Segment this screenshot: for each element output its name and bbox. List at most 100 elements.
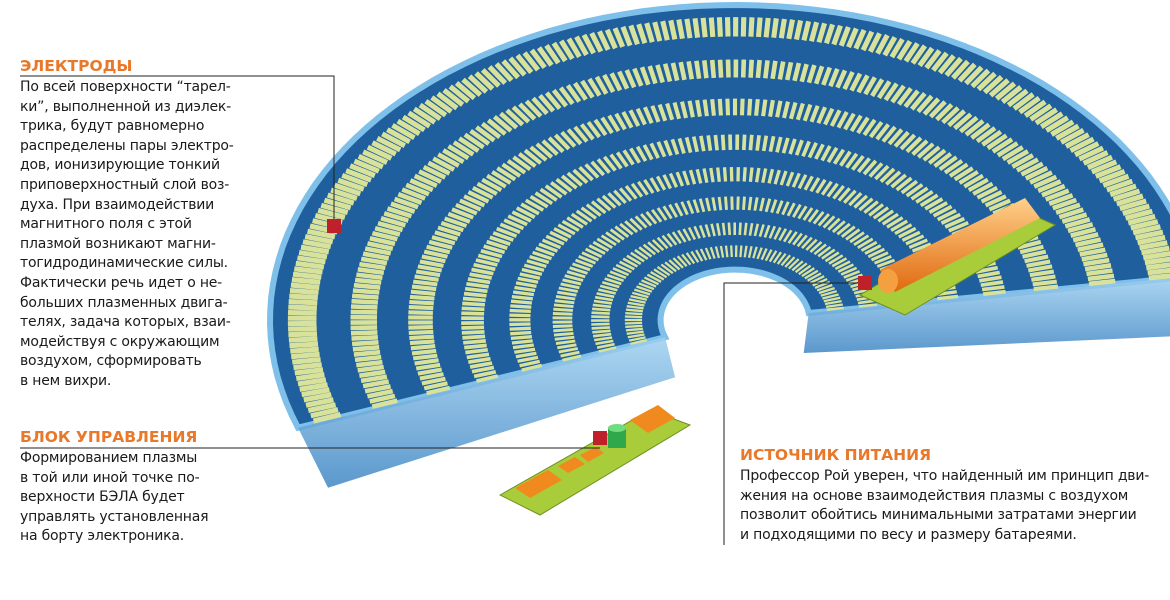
electrode xyxy=(614,225,630,238)
electrode xyxy=(592,303,612,309)
electrode xyxy=(544,91,562,110)
electrode xyxy=(629,217,643,231)
electrode xyxy=(816,283,833,292)
electrode xyxy=(600,116,614,135)
electrode xyxy=(826,182,839,198)
electrode xyxy=(626,254,642,266)
electrode xyxy=(894,223,913,236)
electrode xyxy=(572,168,589,184)
electrode xyxy=(1041,183,1066,198)
electrode xyxy=(868,203,885,217)
electrode xyxy=(879,167,896,183)
electrode xyxy=(418,102,442,121)
electrode xyxy=(1055,123,1080,141)
electrode xyxy=(617,70,630,90)
electrode xyxy=(1072,232,1099,243)
electrodes-heading: ЭЛЕКТРОДЫ xyxy=(20,57,133,75)
electrode xyxy=(752,246,758,259)
electrode xyxy=(747,245,753,258)
electrode xyxy=(480,249,503,259)
electrode xyxy=(753,223,760,237)
electrode xyxy=(360,374,388,384)
electrode xyxy=(953,166,974,182)
electrode xyxy=(876,258,896,268)
electrode xyxy=(359,369,386,378)
electrode xyxy=(647,241,661,254)
electrode xyxy=(1055,202,1081,215)
electrode xyxy=(1073,141,1100,158)
electrode xyxy=(877,209,895,223)
electrode xyxy=(935,103,954,122)
electrode xyxy=(538,242,558,253)
electrode xyxy=(1027,264,1053,273)
electrode xyxy=(787,231,798,244)
electrode xyxy=(857,237,874,249)
electrode xyxy=(873,255,892,265)
electrode xyxy=(574,35,589,57)
electrode xyxy=(799,63,809,83)
electrode xyxy=(463,291,487,298)
electrode xyxy=(1075,237,1102,248)
electrode xyxy=(591,322,610,326)
electrode xyxy=(748,59,754,78)
electrode xyxy=(695,249,704,262)
electrode xyxy=(970,122,991,140)
electrode xyxy=(519,359,541,368)
electrode xyxy=(371,230,398,242)
electrode xyxy=(657,103,668,122)
electrode xyxy=(665,102,675,121)
electrode xyxy=(928,201,948,215)
electrode xyxy=(778,228,788,242)
electrode xyxy=(632,67,644,87)
electrode xyxy=(889,37,905,59)
electrode xyxy=(671,231,682,245)
electrode xyxy=(430,95,453,114)
electrode xyxy=(813,65,825,85)
electrode xyxy=(619,222,634,236)
electrode xyxy=(607,114,621,133)
electrode xyxy=(644,22,655,43)
electrode xyxy=(468,356,491,365)
electrode xyxy=(867,247,886,259)
electrode xyxy=(828,68,840,88)
electrode xyxy=(461,77,483,97)
electrode xyxy=(911,139,929,156)
electrode xyxy=(509,308,531,314)
electrode xyxy=(661,234,673,248)
electrode xyxy=(305,397,334,408)
electrode xyxy=(870,78,885,98)
electrode xyxy=(682,170,691,186)
electrode xyxy=(797,174,808,190)
electrode xyxy=(294,367,324,376)
electrode xyxy=(292,271,322,280)
electrode xyxy=(637,180,649,196)
electrode xyxy=(560,130,577,148)
electrode xyxy=(515,206,536,219)
electrode xyxy=(452,140,475,157)
electrode xyxy=(561,219,580,232)
electrode xyxy=(503,218,525,231)
electrode xyxy=(1094,164,1122,179)
electrode xyxy=(988,78,1010,98)
electrode xyxy=(622,257,639,268)
electrode xyxy=(839,150,852,167)
electrode xyxy=(905,136,923,154)
electrode xyxy=(393,196,419,210)
electrode xyxy=(788,138,797,155)
electrode xyxy=(824,251,840,263)
electrode xyxy=(624,315,643,319)
electrode xyxy=(1077,242,1104,253)
electrode xyxy=(772,251,782,264)
electrode xyxy=(788,101,798,120)
electrode xyxy=(976,71,997,92)
electrodes-callout: ЭЛЕКТРОДЫ По всей поверхности “тарел- ки… xyxy=(20,56,320,392)
electrode xyxy=(409,334,434,341)
electrode xyxy=(721,222,726,236)
electrode xyxy=(615,151,629,168)
electrode xyxy=(761,168,768,184)
electrode xyxy=(1086,268,1113,277)
electrode xyxy=(791,260,804,272)
electrode xyxy=(574,258,594,268)
electrode xyxy=(773,169,781,185)
electrode xyxy=(301,387,330,398)
